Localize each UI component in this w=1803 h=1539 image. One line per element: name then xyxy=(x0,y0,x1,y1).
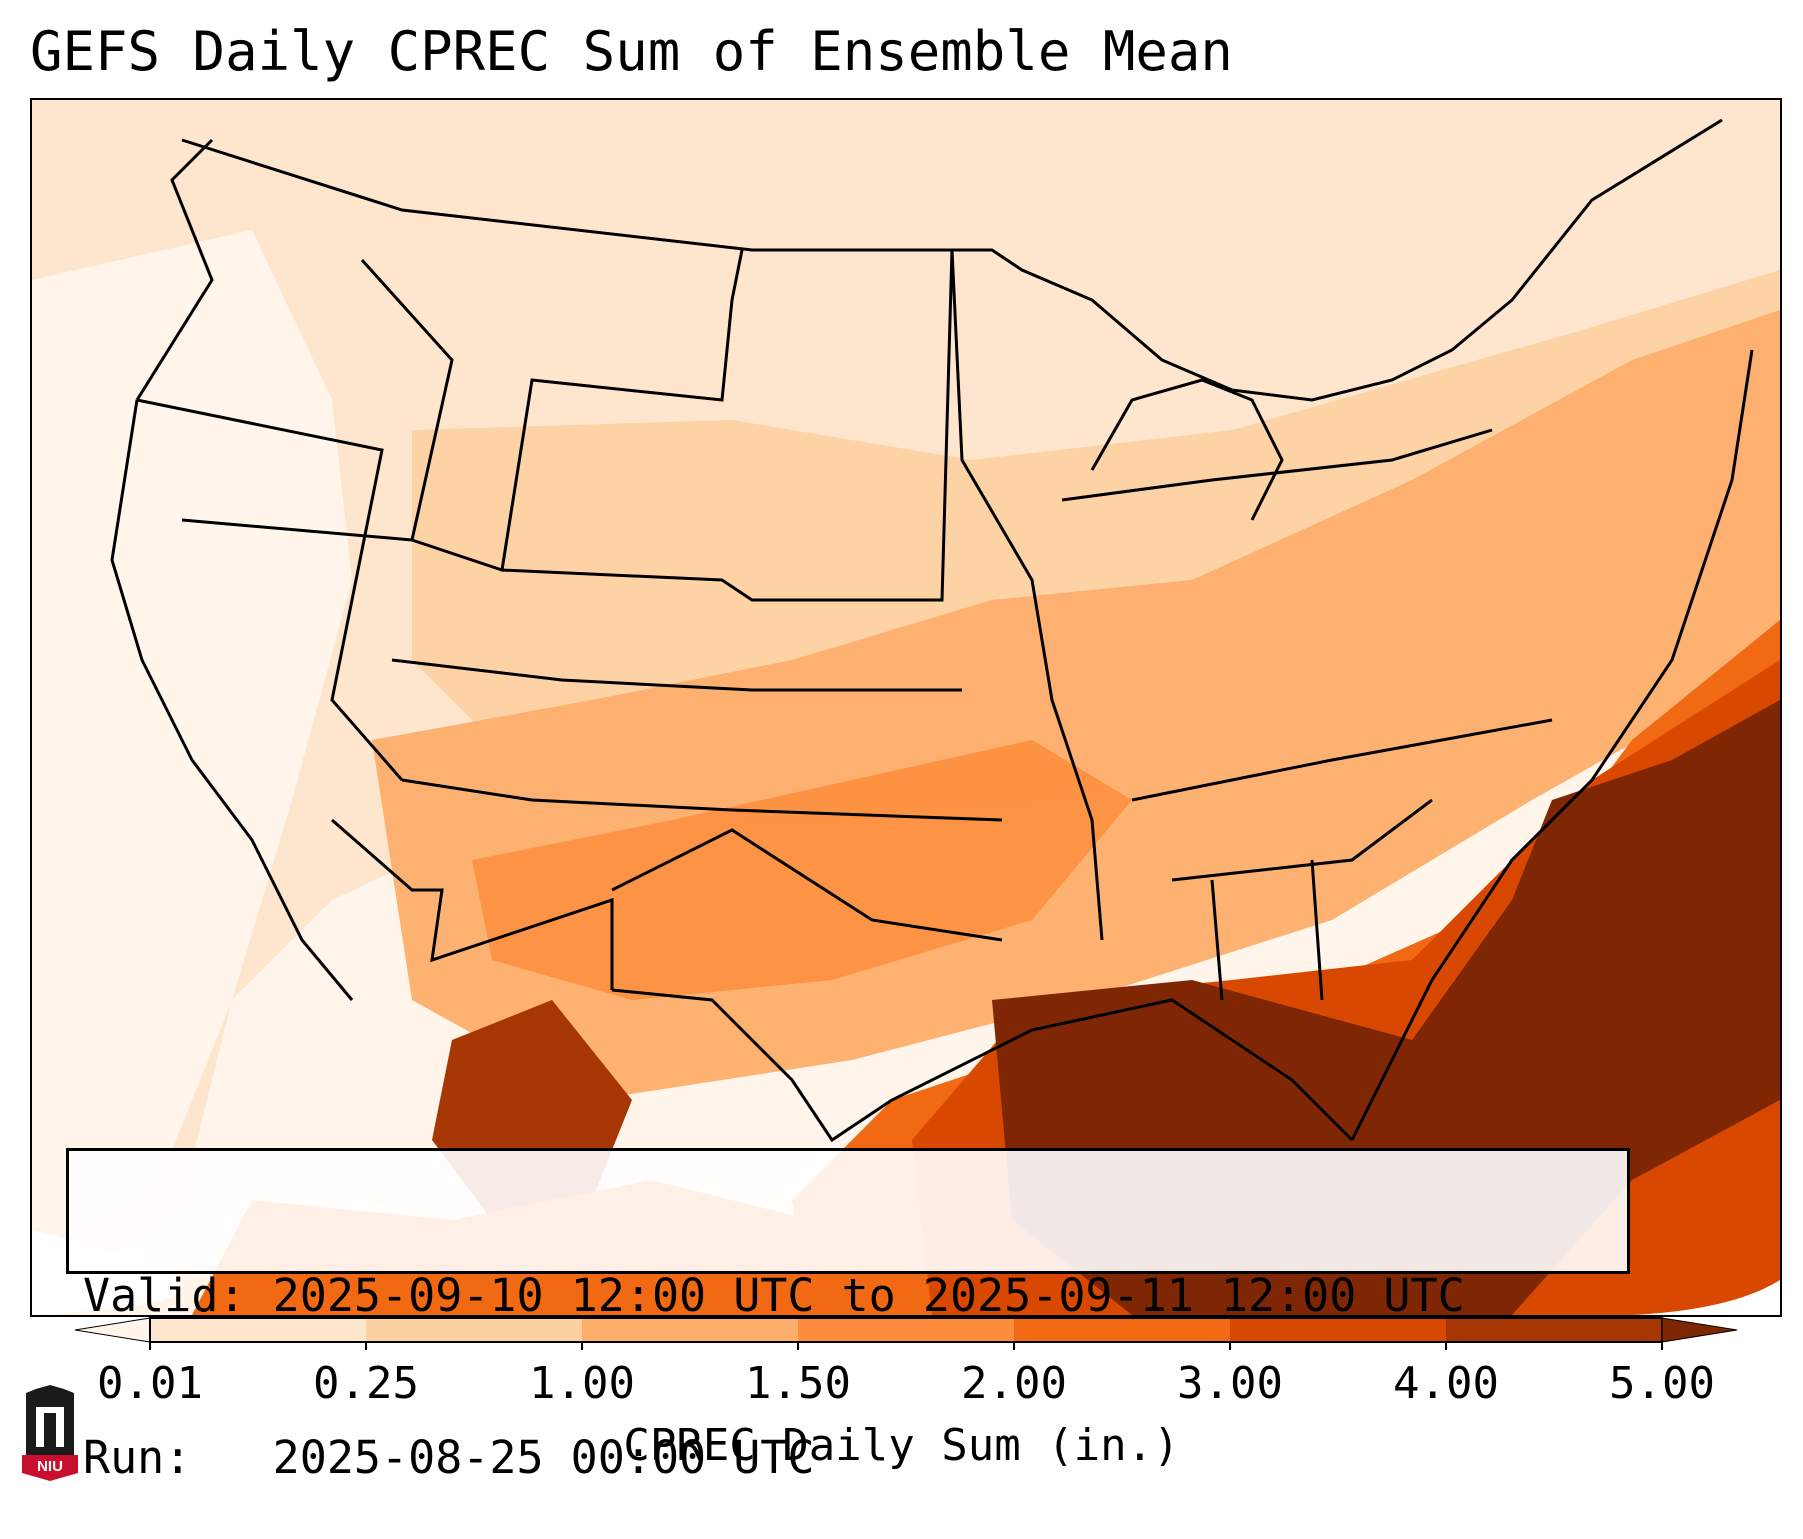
valid-time-text: Valid: 2025-09-10 12:00 UTC to 2025-09-1… xyxy=(83,1269,1465,1322)
colorbar-segment xyxy=(150,1318,367,1342)
coast-pacific-nw xyxy=(135,138,214,401)
state-line-texas-north xyxy=(611,828,1003,942)
precipitation-map xyxy=(30,98,1782,1317)
map-title: GEFS Daily CPREC Sum of Ensemble Mean xyxy=(30,20,1233,83)
state-line-mississippi xyxy=(950,249,1104,941)
state-line-central xyxy=(391,658,962,692)
state-line-plains xyxy=(501,249,954,602)
coast-gulf xyxy=(611,988,1354,1143)
colorbar-tick-label: 5.00 xyxy=(1609,1358,1715,1409)
border-us-canada xyxy=(181,118,1723,402)
logo-banner-icon xyxy=(22,1455,78,1481)
colorbar-tick-label: 2.00 xyxy=(961,1358,1067,1409)
colorbar xyxy=(74,1317,1738,1350)
colorbar-segment xyxy=(798,1318,1015,1342)
coast-california xyxy=(110,399,354,1001)
state-line-wyoming xyxy=(411,249,744,572)
logo-door-icon xyxy=(44,1413,56,1447)
colorbar-extend-low xyxy=(74,1317,151,1343)
projection-corner-right xyxy=(1632,1280,1780,1315)
state-line-al-ga xyxy=(1210,859,1324,1001)
run-time-text: Run: 2025-08-25 00:00 UTC xyxy=(83,1431,815,1484)
colorbar-segment xyxy=(1230,1318,1447,1342)
state-line-idaho xyxy=(181,258,454,542)
colorbar-segment xyxy=(1014,1318,1231,1342)
state-line-nv-ca xyxy=(136,398,404,781)
precip-band-west-coast xyxy=(32,230,352,1260)
logo-text: NIU xyxy=(37,1458,63,1475)
colorbar-segments xyxy=(149,1317,1663,1343)
colorbar-tick-label: 3.00 xyxy=(1177,1358,1283,1409)
colorbar-extend-high xyxy=(1661,1317,1738,1343)
colorbar-segment xyxy=(582,1318,799,1342)
colorbar-segment xyxy=(1446,1318,1663,1342)
state-boundaries xyxy=(110,118,1754,1143)
map-canvas xyxy=(32,100,1780,1315)
colorbar-tick-label: 0.25 xyxy=(313,1358,419,1409)
state-line-nm-az xyxy=(331,818,614,990)
great-lakes-outline xyxy=(1090,378,1284,521)
valid-run-info-box: Valid: 2025-09-10 12:00 UTC to 2025-09-1… xyxy=(66,1148,1630,1484)
colorbar-tick-label: 4.00 xyxy=(1393,1358,1499,1409)
coast-atlantic xyxy=(1350,349,1754,1141)
state-line-tn xyxy=(1131,718,1553,802)
colorbar-ticks xyxy=(149,1342,1663,1350)
state-line-ks-ok xyxy=(401,778,1003,822)
niu-logo: NIU xyxy=(22,1385,78,1481)
state-line-sc xyxy=(1171,798,1433,882)
colorbar-tick-label: 1.50 xyxy=(745,1358,851,1409)
colorbar-label: CPREC Daily Sum (in.) xyxy=(623,1420,1180,1471)
state-line-midwest xyxy=(1061,428,1493,502)
colorbar-tick-label: 0.01 xyxy=(97,1358,203,1409)
colorbar-tick-label: 1.00 xyxy=(529,1358,635,1409)
colorbar-segment xyxy=(366,1318,583,1342)
